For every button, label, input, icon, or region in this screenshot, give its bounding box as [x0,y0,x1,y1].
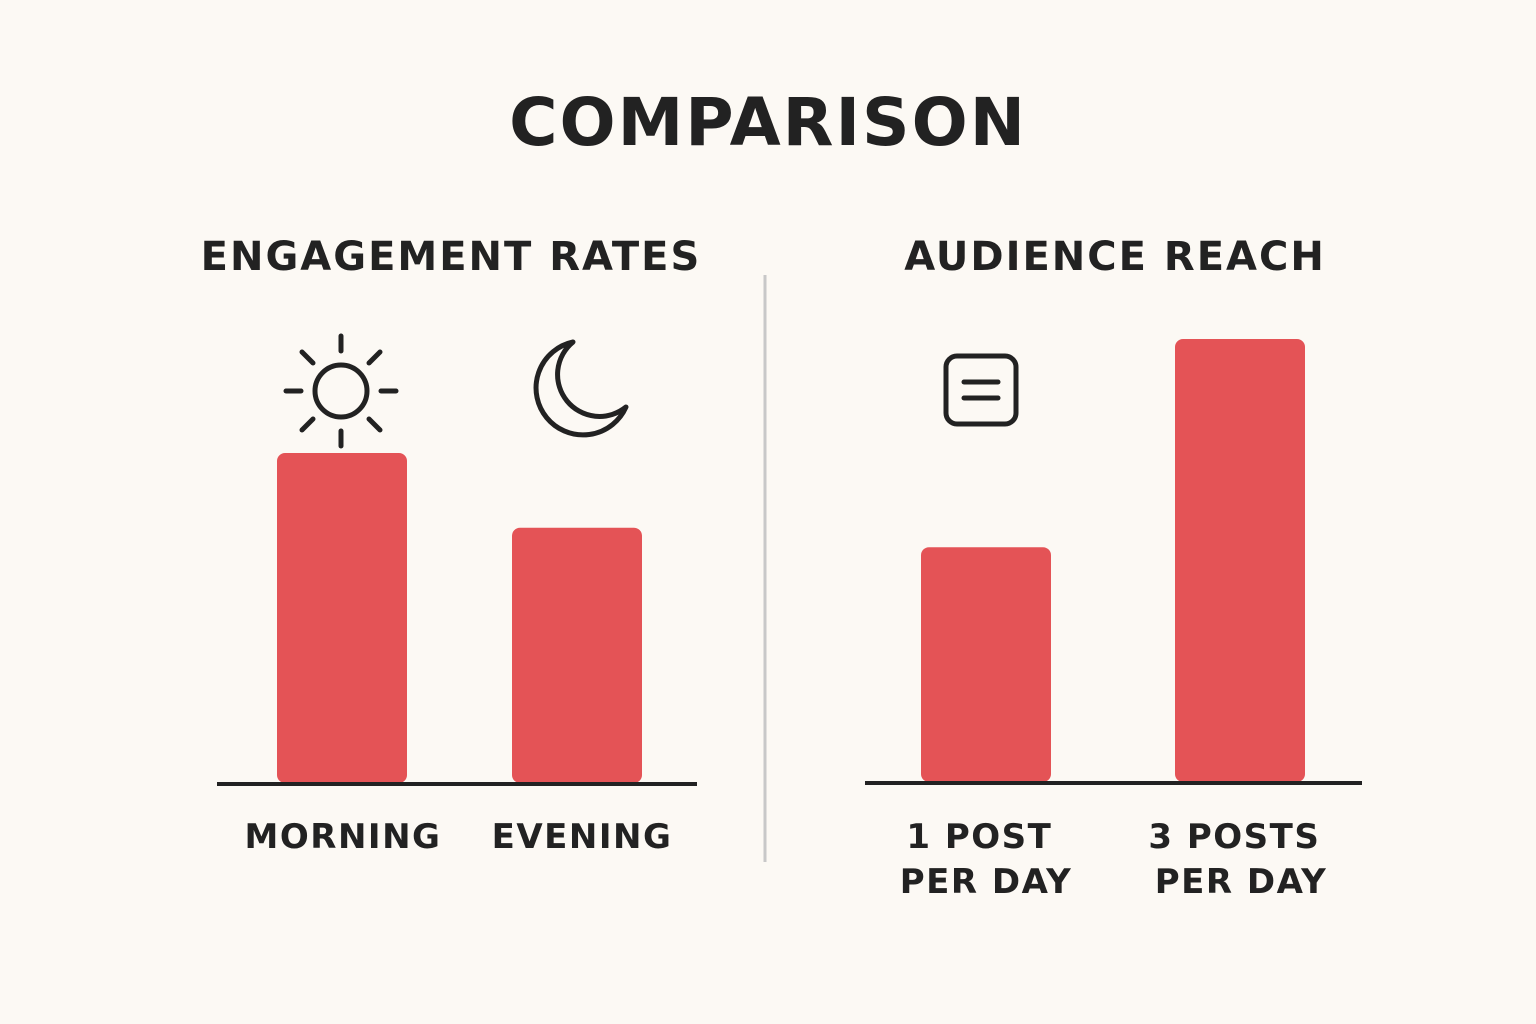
tick-label-3-posts-line1: 3 POSTS [1148,817,1320,857]
chart-title-audience-reach: AUDIENCE REACH [904,234,1326,280]
sun-icon [283,333,399,449]
tick-label-1-post-line2: PER DAY [900,862,1073,902]
audience-reach-chart: AUDIENCE REACH 1 POST PER DAY 3 POSTS PE… [865,234,1362,902]
bar-evening [512,527,642,783]
bar-3-posts-per-day [1175,339,1305,782]
moon-icon [533,339,629,438]
chart-title-engagement-rates: ENGAGEMENT RATES [201,234,702,280]
tick-label-1-post-line1: 1 POST [906,817,1052,857]
tick-label-1-post-per-day: 1 POST PER DAY [900,817,1073,902]
tick-label-evening: EVENING [492,817,673,857]
tick-label-morning: MORNING [245,817,442,857]
post-icon [943,353,1019,427]
engagement-rates-chart: ENGAGEMENT RATES MORNING EVENING [201,234,702,857]
tick-label-3-posts-line2: PER DAY [1155,862,1328,902]
bar-morning [277,453,407,783]
main-title: COMPARISON [509,84,1027,161]
bar-1-post-per-day [921,547,1051,782]
tick-label-3-posts-per-day: 3 POSTS PER DAY [1148,817,1333,902]
